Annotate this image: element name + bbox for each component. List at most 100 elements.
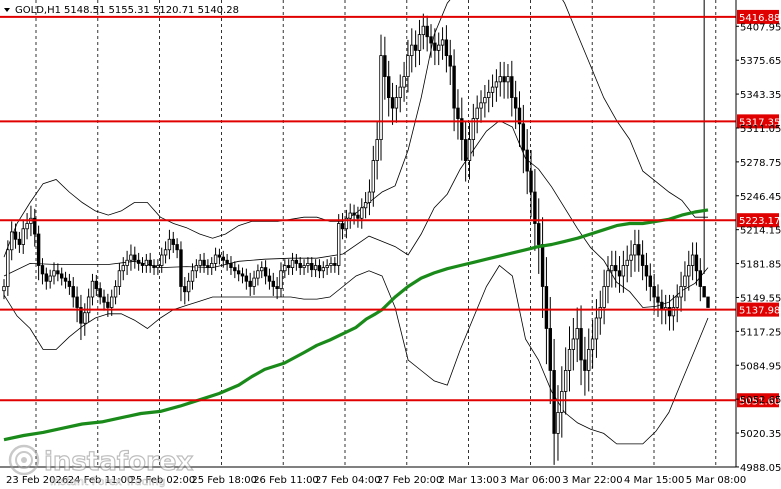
candle bbox=[17, 231, 22, 253]
candle-body bbox=[475, 107, 479, 119]
candle-body bbox=[594, 317, 599, 340]
candle bbox=[52, 262, 56, 285]
candle-body bbox=[425, 25, 429, 38]
candle bbox=[313, 259, 318, 278]
candle-body bbox=[683, 275, 687, 287]
candle-body bbox=[306, 263, 310, 266]
candle-body bbox=[648, 275, 652, 287]
candle bbox=[210, 257, 214, 275]
level-label: 5317.35 bbox=[739, 117, 780, 128]
candle bbox=[617, 256, 622, 293]
y-tick-label: 5084.95 bbox=[740, 361, 781, 372]
candle bbox=[363, 192, 368, 219]
candle-body bbox=[313, 265, 318, 271]
x-tick-label: 23 Feb 2026 bbox=[6, 475, 68, 486]
candle bbox=[406, 39, 410, 93]
candle-body bbox=[225, 259, 229, 264]
candle bbox=[483, 85, 487, 118]
candle bbox=[25, 213, 29, 240]
candle bbox=[698, 258, 703, 302]
candle-body bbox=[260, 267, 264, 272]
candle-body bbox=[637, 244, 641, 256]
candle-body bbox=[667, 307, 672, 317]
candle-body bbox=[390, 97, 395, 109]
candle-body bbox=[217, 254, 222, 258]
candle bbox=[102, 289, 106, 311]
candle-body bbox=[471, 118, 476, 140]
candle-body bbox=[402, 76, 406, 88]
y-tick-label: 5117.25 bbox=[740, 327, 781, 338]
candle-body bbox=[375, 139, 379, 161]
candle bbox=[525, 129, 529, 195]
candle-body bbox=[552, 370, 556, 434]
candle-body bbox=[679, 286, 683, 298]
x-tick-label: 3 Mar 22:00 bbox=[562, 475, 622, 486]
candle bbox=[244, 268, 249, 290]
candle-body bbox=[613, 265, 618, 272]
candle bbox=[621, 250, 626, 293]
candle bbox=[440, 27, 445, 60]
price-level[interactable]: 5051.60 bbox=[0, 393, 780, 408]
candle bbox=[502, 61, 506, 99]
candle bbox=[352, 204, 356, 225]
candle-body bbox=[352, 212, 356, 216]
candle bbox=[198, 253, 202, 273]
y-tick-label: 5149.55 bbox=[740, 293, 781, 304]
price-level[interactable]: 5223.17 bbox=[0, 213, 780, 228]
candle-body bbox=[21, 228, 25, 245]
candle bbox=[487, 79, 491, 113]
candle bbox=[367, 179, 372, 216]
candle bbox=[517, 91, 522, 147]
candle-body bbox=[394, 97, 399, 109]
level-lines: 5416.88 5317.35 5223.17 5137.98 5051.60 bbox=[0, 9, 780, 408]
candle-body bbox=[437, 44, 441, 51]
candle-body bbox=[583, 359, 587, 371]
candle bbox=[552, 338, 556, 465]
candle bbox=[9, 221, 14, 261]
candle-body bbox=[513, 97, 518, 109]
x-tick-label: 24 Feb 11:00 bbox=[68, 475, 134, 486]
candle bbox=[156, 259, 160, 275]
level-label-box bbox=[737, 9, 779, 24]
price-level[interactable]: 5317.35 bbox=[0, 114, 780, 129]
candle bbox=[421, 13, 426, 50]
candle-body bbox=[52, 270, 56, 277]
candle-body bbox=[652, 286, 656, 298]
candle-body bbox=[371, 160, 376, 193]
candle bbox=[371, 145, 376, 207]
candle bbox=[221, 250, 225, 268]
moving-average bbox=[3, 208, 709, 442]
candle-body bbox=[698, 270, 703, 287]
candle-body bbox=[544, 286, 549, 329]
candle bbox=[452, 49, 456, 132]
candle-body bbox=[333, 263, 337, 266]
candle bbox=[410, 28, 414, 73]
candle bbox=[171, 231, 175, 253]
ma-line bbox=[3, 208, 709, 442]
candle bbox=[510, 60, 514, 117]
candle bbox=[252, 270, 256, 295]
candle bbox=[629, 240, 633, 278]
x-tick-label: 26 Feb 11:00 bbox=[253, 475, 319, 486]
candle bbox=[375, 120, 379, 180]
candle-body bbox=[294, 259, 299, 264]
candle-body bbox=[13, 231, 18, 240]
x-tick-label: 3 Mar 06:00 bbox=[500, 475, 560, 486]
price-level[interactable]: 5416.88 bbox=[0, 9, 780, 24]
candle-body bbox=[140, 263, 145, 266]
candle bbox=[236, 264, 241, 282]
price-level[interactable]: 5137.98 bbox=[0, 302, 780, 317]
candle bbox=[694, 242, 699, 286]
candle bbox=[529, 150, 533, 218]
candle bbox=[233, 261, 237, 279]
candle-body bbox=[702, 286, 706, 298]
collapse-triangle-icon[interactable] bbox=[4, 8, 10, 12]
candle-body bbox=[621, 265, 626, 277]
candle bbox=[79, 294, 83, 341]
candle bbox=[213, 247, 218, 271]
candle-body bbox=[633, 244, 637, 256]
candle-body bbox=[356, 214, 360, 219]
candle bbox=[160, 247, 164, 273]
candle bbox=[433, 28, 437, 66]
